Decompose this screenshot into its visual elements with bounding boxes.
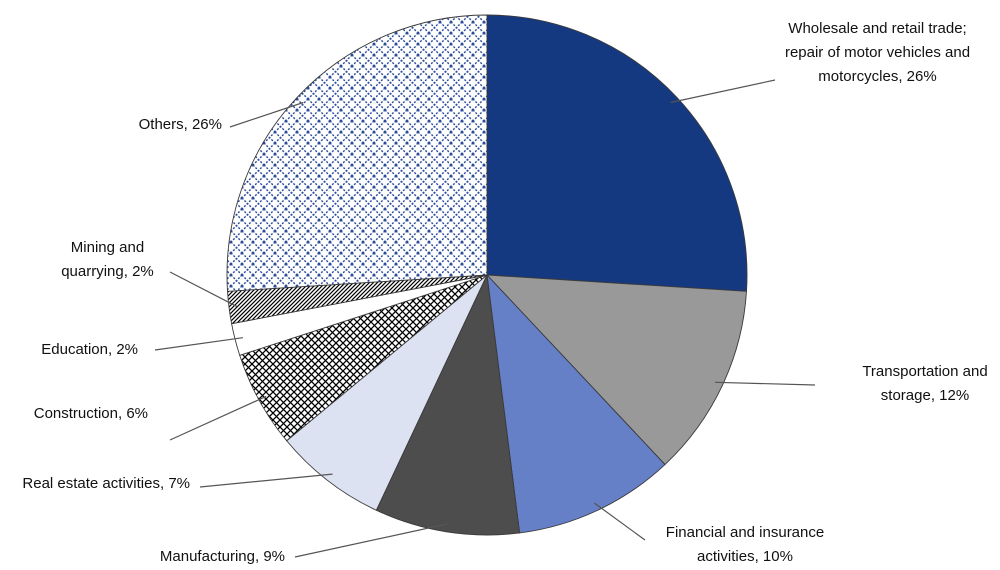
category-label: Education [41,341,108,358]
leader-line [229,101,304,128]
slice-label: Real estate activities, 7% [22,475,190,492]
slice-label: Construction, 6% [33,405,148,422]
leader-line [199,473,333,488]
value-label: 7% [168,475,190,492]
slice-label: Transportation and storage, 12% [862,363,988,404]
leader-line [169,271,238,308]
pie-slice [226,14,488,292]
slice-label: Financial and insurance activities, 10% [665,524,825,565]
leader-line [670,79,776,104]
leader-line [715,381,816,386]
slice-label: Education, 2% [41,341,138,358]
pie-slice [486,14,748,292]
pie-slice [485,274,747,466]
value-label: 10% [762,548,793,565]
category-label: Construction [33,405,118,422]
category-label: Financial and insurance activities [665,524,825,565]
category-label: Mining and quarrying [61,239,145,280]
category-label: Transportation and storage [862,363,988,404]
leader-line [154,337,244,351]
value-label: 26% [906,68,937,85]
leader-line [169,395,267,441]
pie-slice [486,273,666,534]
category-label: Real estate activities [22,475,160,492]
leader-line [294,523,448,558]
value-label: 12% [939,387,970,404]
slice-label: Mining and quarrying, 2% [61,239,154,280]
category-label: Others [138,116,184,133]
slice-label: Manufacturing, 9% [159,548,285,565]
value-label: 2% [132,263,154,280]
leader-line [593,502,646,541]
value-label: 2% [116,341,138,358]
pie-slice [286,274,488,511]
category-label: Manufacturing [159,548,255,565]
slice-label: Others, 26% [138,116,222,133]
slice-label: Wholesale and retail trade; repair of mo… [784,20,971,85]
value-label: 6% [126,405,148,422]
value-label: 26% [191,116,222,133]
pie-slice [375,273,521,536]
category-label: Wholesale and retail trade; repair of mo… [784,20,971,85]
value-label: 9% [263,548,285,565]
